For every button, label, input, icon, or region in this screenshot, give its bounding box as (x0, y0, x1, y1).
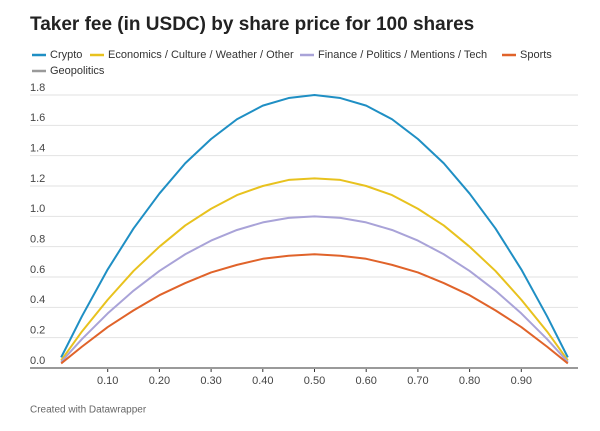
legend-label: Geopolitics (50, 65, 105, 77)
y-tick-label: 0.0 (30, 355, 45, 367)
series-line (60, 94, 569, 358)
x-tick-label: 0.70 (407, 375, 428, 387)
series-line (60, 177, 569, 362)
legend-label: Finance / Politics / Mentions / Tech (318, 49, 487, 61)
x-tick-label: 0.40 (252, 375, 273, 387)
series-line (60, 215, 569, 363)
y-tick-label: 1.0 (30, 203, 45, 215)
chart-title: Taker fee (in USDC) by share price for 1… (30, 14, 474, 35)
y-tick-label: 1.6 (30, 112, 45, 124)
legend-label: Sports (520, 49, 552, 61)
y-tick-label: 0.4 (30, 294, 45, 306)
y-tick-label: 1.4 (30, 143, 45, 155)
x-tick-label: 0.90 (511, 375, 532, 387)
y-tick-label: 1.2 (30, 173, 45, 185)
x-tick-label: 0.80 (459, 375, 480, 387)
y-tick-label: 0.6 (30, 264, 45, 276)
x-tick-label: 0.10 (97, 375, 118, 387)
x-tick-label: 0.50 (304, 375, 325, 387)
series-line (60, 253, 569, 365)
y-tick-label: 0.8 (30, 234, 45, 246)
x-tick-label: 0.20 (149, 375, 170, 387)
legend-label: Economics / Culture / Weather / Other (108, 49, 294, 61)
footer: Created with Datawrapper (30, 405, 147, 416)
y-tick-label: 1.8 (30, 82, 45, 94)
x-tick-label: 0.30 (200, 375, 221, 387)
x-tick-label: 0.60 (355, 375, 376, 387)
legend-label: Crypto (50, 49, 82, 61)
y-tick-label: 0.2 (30, 325, 45, 337)
